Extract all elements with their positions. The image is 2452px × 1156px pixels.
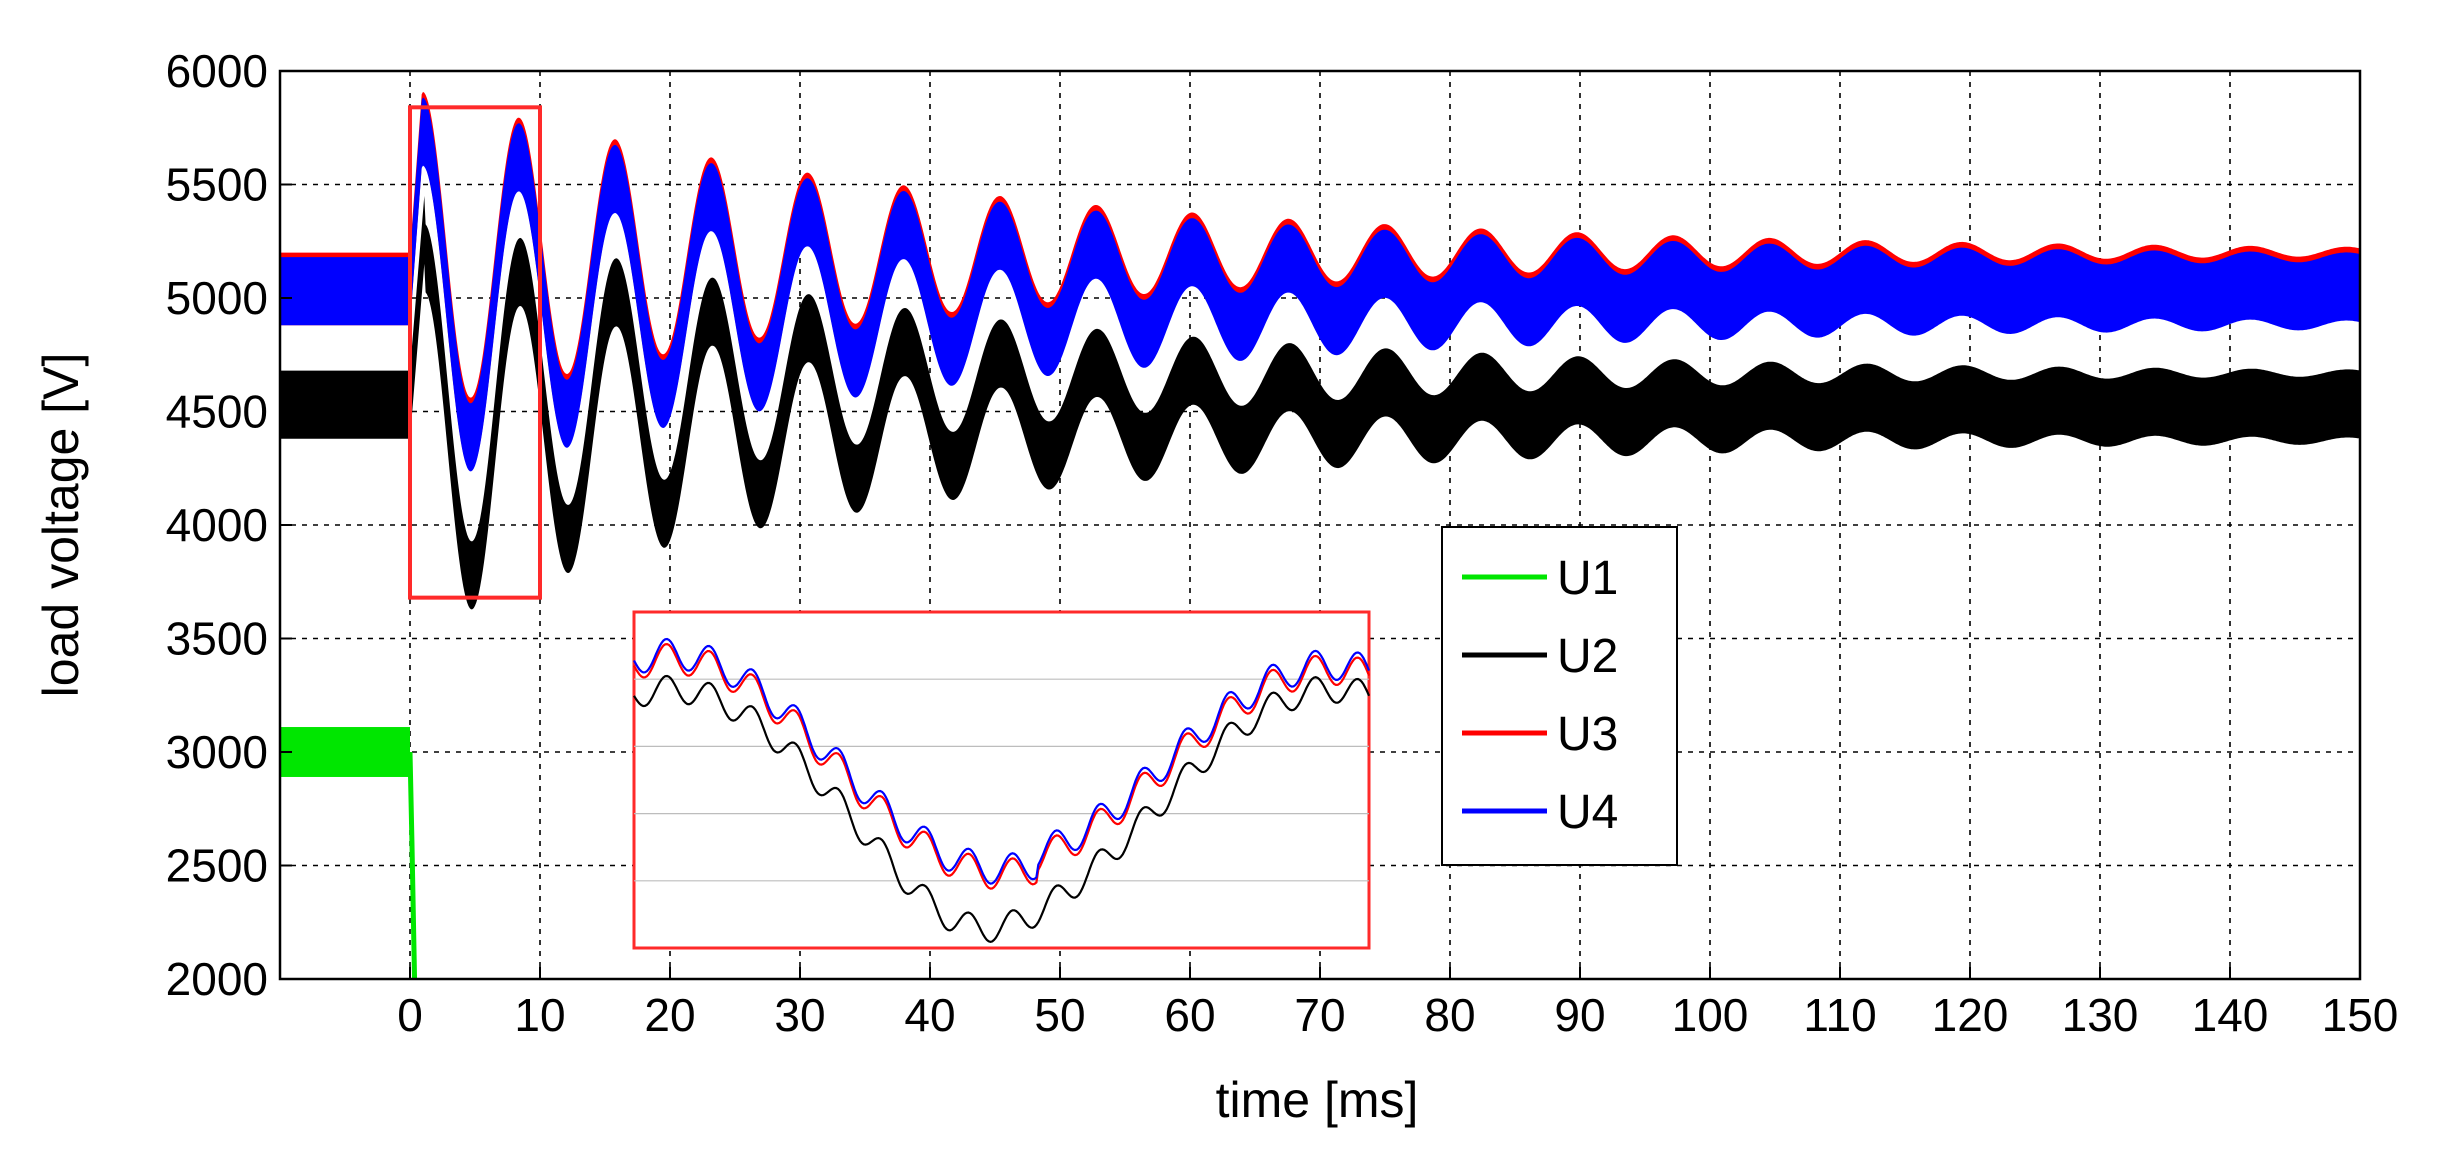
x-tick-label: 0: [397, 989, 423, 1041]
x-tick-label: 100: [1672, 989, 1749, 1041]
x-axis-label: time [ms]: [1216, 1072, 1419, 1128]
zoom-window-rectangle: [408, 105, 542, 600]
y-tick-label: 3500: [166, 613, 268, 665]
series-lines: [407, 751, 418, 980]
y-tick-label: 5000: [166, 272, 268, 324]
y-tick-label: 3000: [166, 726, 268, 778]
x-tick-label: 50: [1034, 989, 1085, 1041]
legend-label-u1: U1: [1557, 552, 1618, 605]
x-tick-label: 110: [1803, 989, 1876, 1041]
series-u1-band: [280, 727, 410, 777]
axis-ticks: 0 10 20 30 40 50 60 70 80 90 100 110 120 130 140 150 200…: [166, 45, 2399, 1041]
y-tick-label: 2500: [166, 840, 268, 892]
legend-label-u2: U2: [1557, 630, 1618, 683]
series-u4-band: [280, 97, 2360, 472]
y-tick-label: 6000: [166, 45, 268, 97]
y-tick-label: 4000: [166, 499, 268, 551]
x-tick-label: 130: [2062, 989, 2139, 1041]
zoom-inset: [632, 610, 1371, 950]
series-bands: [280, 91, 2360, 777]
y-tick-label: 4500: [166, 386, 268, 438]
inset-u3-line: [633, 642, 1371, 890]
x-tick-label: 40: [904, 989, 955, 1041]
inset-frame: [632, 610, 1371, 950]
inset-u2-line: [633, 674, 1371, 944]
y-axis-label: load voltage [V]: [33, 353, 89, 698]
legend-label-u3: U3: [1557, 708, 1618, 761]
x-tick-label: 70: [1294, 989, 1345, 1041]
y-tick-label: 5500: [166, 159, 268, 211]
x-tick-label: 140: [2192, 989, 2269, 1041]
x-tick-label: 10: [514, 989, 565, 1041]
x-tick-label: 80: [1424, 989, 1475, 1041]
inset-u4-line: [633, 637, 1371, 885]
x-tick-label: 120: [1932, 989, 2009, 1041]
series-u1-drop: [407, 751, 418, 980]
x-tick-label: 20: [644, 989, 695, 1041]
x-tick-label: 150: [2322, 989, 2399, 1041]
x-tick-label: 60: [1164, 989, 1215, 1041]
legend-label-u4: U4: [1557, 786, 1618, 839]
x-tick-label: 30: [774, 989, 825, 1041]
x-tick-label: 90: [1554, 989, 1605, 1041]
series-u2-band: [280, 195, 2360, 610]
legend: U1 U2 U3 U4: [1441, 526, 1678, 866]
y-tick-label: 2000: [166, 953, 268, 1005]
